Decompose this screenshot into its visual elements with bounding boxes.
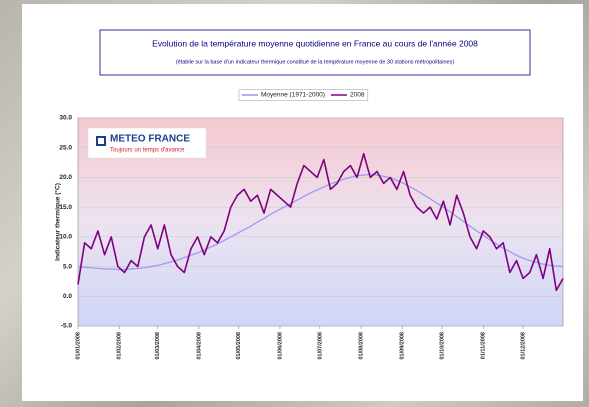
- y-tick-label: 20.0: [59, 174, 72, 181]
- x-tick-label: 01/08/2008: [358, 332, 364, 360]
- legend-label: 2008: [350, 92, 365, 99]
- y-tick-label: 0.0: [63, 293, 72, 300]
- x-tick-label: 01/01/2008: [75, 332, 81, 360]
- x-tick-label: 01/06/2008: [277, 332, 283, 360]
- x-tick-label: 01/05/2008: [236, 332, 242, 360]
- marks: 30.0 25.0 20.0 15.0 10.0 5.0 0.0 -5.001/01/2008…: [59, 115, 564, 360]
- logo-icon-inner: [98, 138, 104, 144]
- y-tick-label: 30.0: [59, 115, 72, 122]
- logo-tagline: Toujours un temps d'avance: [110, 148, 185, 154]
- x-tick-label: 01/03/2008: [155, 332, 161, 360]
- x-tick-label: 01/02/2008: [117, 332, 123, 360]
- legend-box: [238, 89, 369, 101]
- series-line: [77, 152, 564, 292]
- y-tick-label: 25.0: [59, 144, 72, 151]
- title-box: [99, 29, 531, 76]
- logo-name: METEO FRANCE: [110, 134, 190, 145]
- x-tick-label: 01/09/2008: [400, 332, 406, 360]
- x-tick-label: 01/07/2008: [317, 332, 323, 360]
- y-tick-label: 15.0: [59, 204, 72, 211]
- x-tick-label: 01/04/2008: [196, 332, 202, 360]
- y-axis-label: Indicateur thermique (°C): [54, 183, 62, 261]
- chart-title: Evolution de la température moyenne quot…: [152, 38, 478, 48]
- legend: Moyenne (1971-2000) 2008: [238, 89, 369, 101]
- legend-label: Moyenne (1971-2000): [261, 92, 325, 99]
- y-tick-label: 10.0: [59, 234, 72, 241]
- chart-subtitle: (établie sur la base d'un indicateur the…: [176, 59, 455, 65]
- logo-box: [87, 127, 207, 159]
- x-tick-label: 01/12/2008: [521, 332, 527, 360]
- y-tick-label: 5.0: [63, 263, 72, 270]
- x-tick-label: 01/11/2008: [481, 332, 487, 359]
- x-tick-label: 01/10/2008: [440, 332, 446, 360]
- y-tick-label: -5.0: [61, 323, 73, 330]
